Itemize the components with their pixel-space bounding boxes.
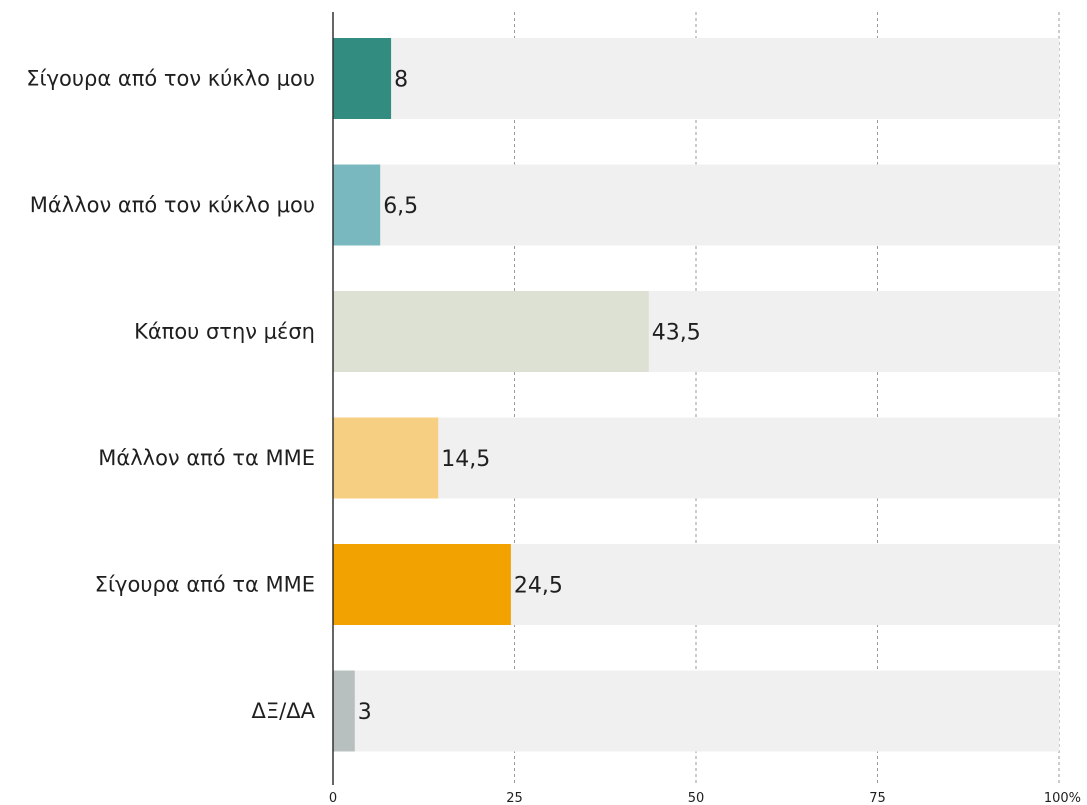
x-tick-label: 75	[869, 791, 886, 805]
category-label: Κάπου στην μέση	[134, 320, 315, 344]
category-label: Μάλλον από τα ΜΜΕ	[98, 446, 315, 470]
bar-track	[333, 417, 1059, 499]
value-label: 24,5	[514, 574, 563, 599]
bar	[333, 164, 381, 246]
value-label: 14,5	[441, 447, 490, 472]
bar	[333, 670, 355, 752]
labels: 8 Σίγουρα από τον κύκλο μου 6,5 Μάλλον από …	[26, 67, 1081, 805]
bar-track	[333, 670, 1059, 752]
value-label: 6,5	[383, 194, 418, 219]
value-label: 43,5	[652, 321, 701, 346]
bar-track	[333, 38, 1059, 119]
x-tick-label: 0	[329, 791, 337, 805]
value-label: 3	[358, 700, 372, 725]
grid-lines	[514, 12, 1060, 785]
bar	[333, 38, 392, 119]
x-tick-label: 100%	[1044, 791, 1081, 805]
bars	[333, 38, 649, 752]
bar	[333, 291, 649, 372]
bar-track	[333, 164, 1059, 246]
category-label: Σίγουρα από τον κύκλο μου	[26, 67, 315, 91]
value-label: 8	[394, 68, 408, 93]
x-tick-label: 50	[688, 791, 705, 805]
bar	[333, 544, 511, 625]
category-label: ΔΞ/ΔΑ	[252, 699, 316, 723]
bar	[333, 417, 439, 499]
category-label: Σίγουρα από τα ΜΜΕ	[95, 573, 315, 597]
x-tick-label: 25	[506, 791, 523, 805]
category-label: Μάλλον από τον κύκλο μου	[30, 193, 315, 217]
